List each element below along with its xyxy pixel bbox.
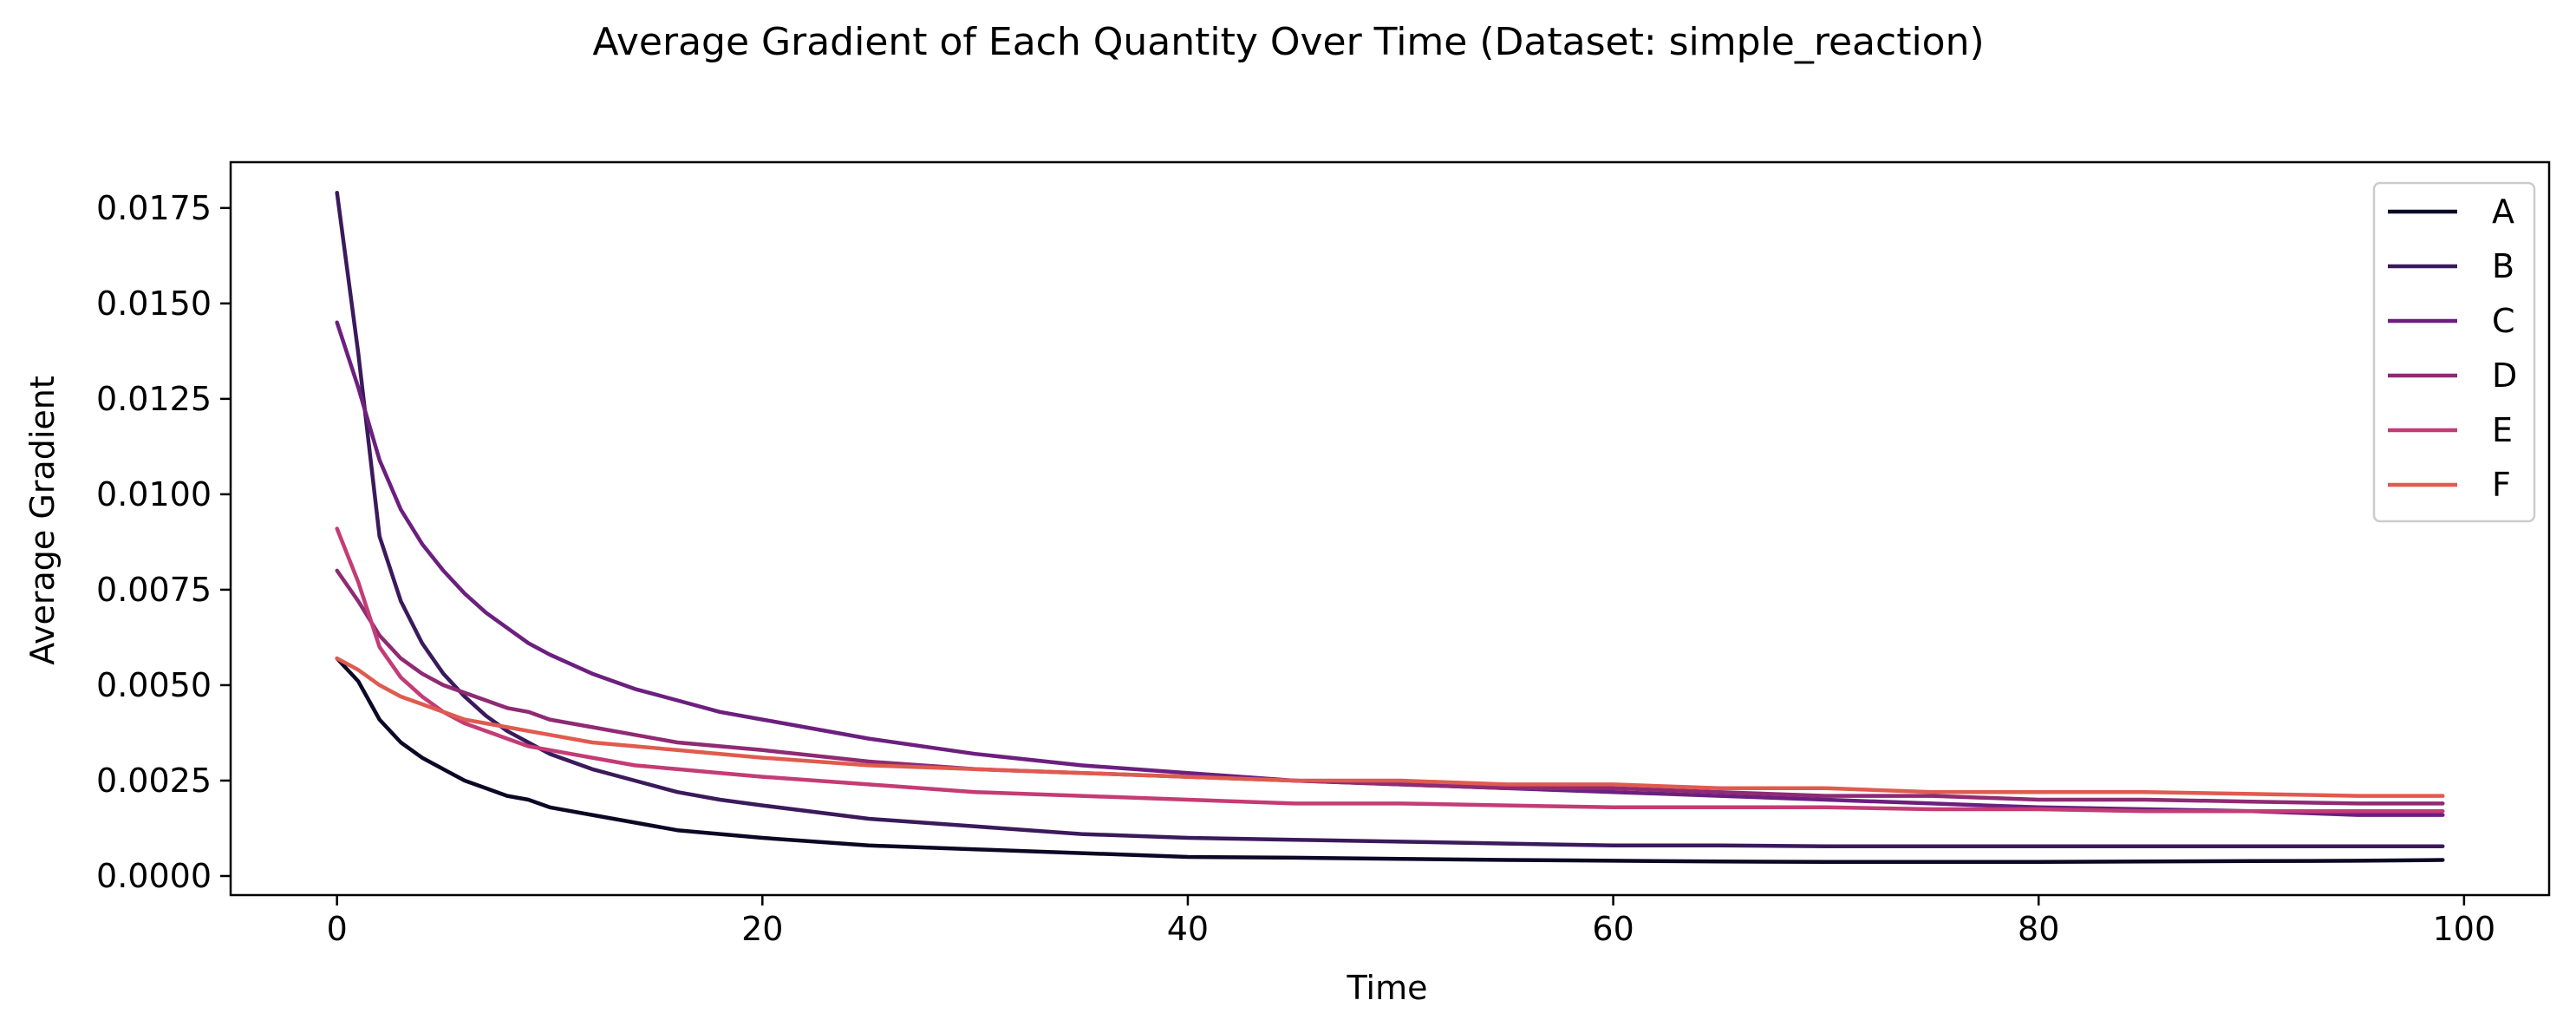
plot-frame: [229, 160, 2551, 897]
x-tick-label: 0: [327, 910, 348, 948]
x-tick-label: 60: [1592, 910, 1634, 948]
y-tick-label: 0.0025: [96, 762, 212, 800]
legend-label: B: [2492, 247, 2514, 285]
series-line-b: [335, 190, 2445, 848]
y-tick-label: 0.0125: [96, 380, 212, 418]
x-tick-label: 100: [2433, 910, 2496, 948]
y-axis: 0.0000 0.0025 0.0050 0.0075 0.0100 0.0125 0.01…: [96, 189, 231, 895]
series-lines: [335, 190, 2445, 864]
y-tick-label: 0.0150: [96, 284, 212, 323]
x-tick-label: 20: [741, 910, 783, 948]
legend-label: E: [2492, 411, 2513, 449]
legend-item-b: B: [2388, 247, 2514, 285]
y-axis-label: Average Gradient: [23, 376, 62, 665]
legend-label: F: [2492, 466, 2511, 504]
legend-item-e: E: [2388, 411, 2513, 449]
y-tick-label: 0.0000: [96, 857, 212, 895]
series-line-f: [335, 656, 2445, 798]
series-line-a: [335, 656, 2445, 864]
x-axis-label: Time: [1347, 969, 1428, 1007]
legend-label: A: [2492, 193, 2514, 231]
x-axis: 0 20 40 60 80 100: [327, 895, 2496, 948]
y-tick-label: 0.0175: [96, 189, 212, 227]
legend-item-f: F: [2388, 466, 2511, 504]
legend-item-a: A: [2388, 193, 2514, 231]
series-line-c: [335, 320, 2445, 817]
y-tick-label: 0.0075: [96, 571, 212, 609]
x-tick-label: 80: [2018, 910, 2059, 948]
y-tick-label: 0.0100: [96, 475, 212, 513]
legend-item-c: C: [2388, 302, 2515, 340]
legend-label: D: [2492, 356, 2517, 395]
chart-title: Average Gradient of Each Quantity Over T…: [592, 20, 1984, 64]
legend-label: C: [2492, 302, 2515, 340]
x-tick-label: 40: [1167, 910, 1209, 948]
series-line-d: [335, 568, 2445, 806]
y-tick-label: 0.0050: [96, 666, 212, 704]
legend-item-d: D: [2388, 356, 2517, 395]
